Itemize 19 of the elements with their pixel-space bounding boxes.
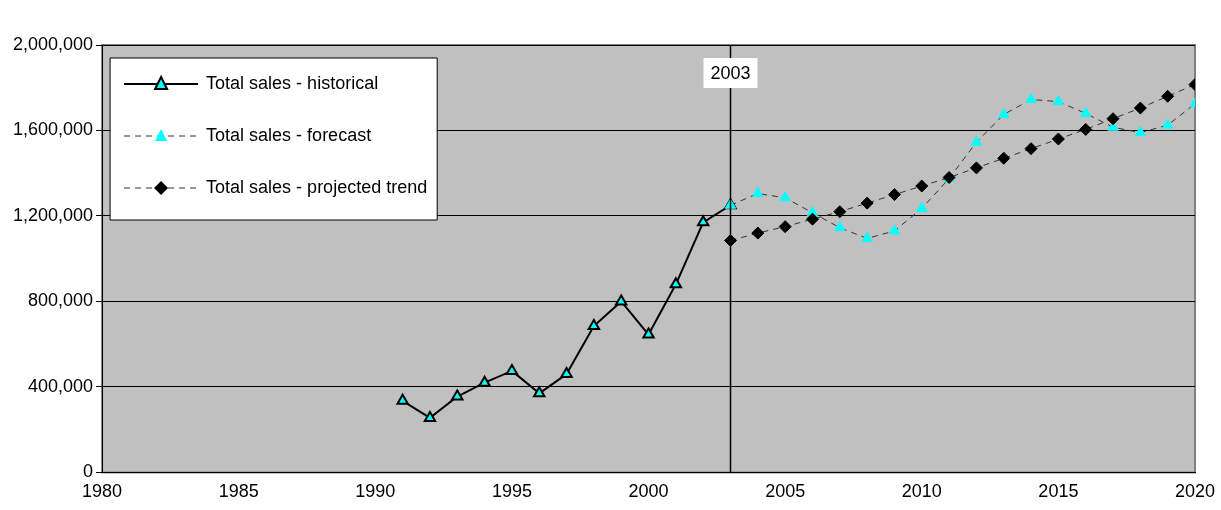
x-tick-label: 1990	[355, 481, 396, 502]
y-tick-label: 800,000	[28, 290, 94, 311]
ref-line-label: 2003	[710, 62, 751, 83]
y-tick-label: 2,000,000	[13, 33, 94, 54]
legend-label: Total sales - projected trend	[206, 176, 428, 197]
y-tick-label: 1,200,000	[13, 204, 94, 225]
x-tick-label: 2020	[1174, 481, 1216, 502]
x-tick-label: 1985	[218, 481, 259, 502]
x-tick-label: 2010	[901, 481, 942, 502]
x-tick-label: 1995	[491, 481, 532, 502]
y-tick-label: 0	[83, 461, 94, 482]
x-tick-label: 2000	[628, 481, 669, 502]
legend-label: Total sales - forecast	[206, 124, 372, 145]
x-tick-label: 2005	[765, 481, 806, 502]
x-tick-label: 1980	[82, 481, 123, 502]
y-tick-label: 400,000	[28, 375, 94, 396]
y-tick-label: 1,600,000	[13, 119, 94, 140]
legend-label: Total sales - historical	[206, 72, 379, 93]
x-tick-label: 2015	[1038, 481, 1079, 502]
